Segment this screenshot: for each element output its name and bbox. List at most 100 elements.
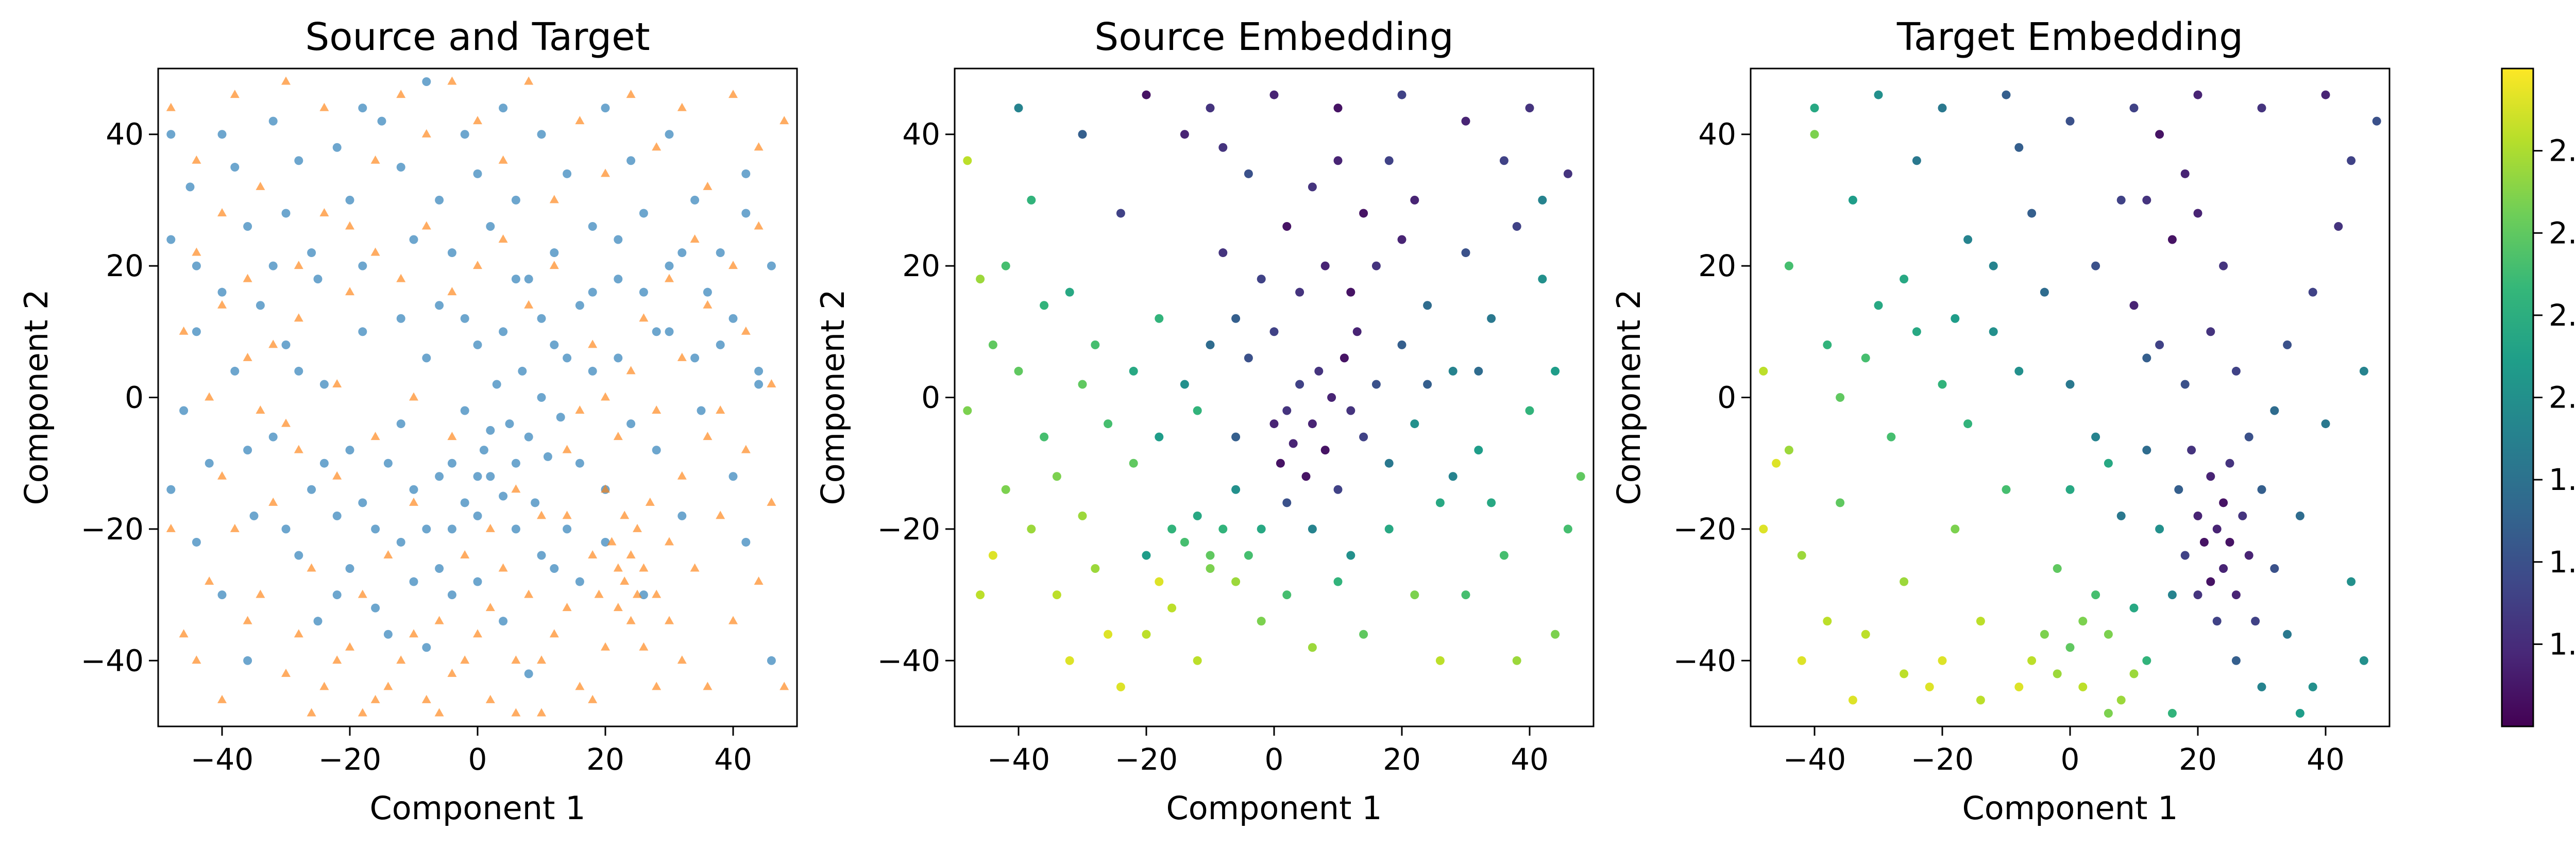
colorbar-tick-label: 2.50 xyxy=(2549,215,2576,250)
scatter-point xyxy=(281,209,291,218)
scatter-point xyxy=(447,524,456,534)
scatter-point xyxy=(1295,287,1304,297)
scatter-point xyxy=(1206,340,1215,349)
scatter-point xyxy=(307,708,316,717)
scatter-point xyxy=(2065,380,2075,389)
scatter-point xyxy=(1040,301,1049,310)
scatter-point xyxy=(1269,90,1279,99)
scatter-point xyxy=(613,603,623,612)
scatter-point xyxy=(1231,577,1241,586)
scatter-point xyxy=(421,694,431,703)
scatter-point xyxy=(1371,380,1381,389)
scatter-point xyxy=(601,104,610,113)
scatter-point xyxy=(230,90,240,98)
scatter-point xyxy=(2091,261,2100,270)
scatter-point xyxy=(1848,195,1857,205)
scatter-point xyxy=(217,590,227,600)
scatter-point xyxy=(575,405,585,414)
scatter-point xyxy=(1784,261,1793,270)
scatter-point xyxy=(435,195,444,205)
scatter-point xyxy=(562,603,572,612)
scatter-point xyxy=(633,523,642,532)
scatter-point xyxy=(460,498,469,507)
scatter-point xyxy=(703,300,713,309)
scatter-point xyxy=(396,274,406,282)
scatter-point xyxy=(976,275,985,284)
plot-frame xyxy=(1750,67,2391,727)
scatter-point xyxy=(677,511,687,520)
scatter-point xyxy=(1900,577,1909,586)
x-tick-label: 40 xyxy=(1511,742,1549,777)
scatter-point xyxy=(1314,366,1324,376)
scatter-point xyxy=(1301,472,1311,481)
scatter-point xyxy=(639,642,649,651)
scatter-point xyxy=(754,366,764,376)
scatter-point xyxy=(2270,406,2279,415)
scatter-point xyxy=(1963,235,1973,244)
scatter-point xyxy=(1461,590,1470,600)
scatter-point xyxy=(1040,432,1049,442)
scatter-point xyxy=(1384,524,1394,534)
y-axis-label: Component 2 xyxy=(1610,289,1648,505)
scatter-point xyxy=(690,234,700,243)
scatter-point xyxy=(1269,419,1279,429)
scatter-point xyxy=(2219,564,2228,573)
scatter-point xyxy=(2193,209,2202,218)
scatter-point xyxy=(988,551,997,560)
scatter-point xyxy=(779,116,789,125)
scatter-point xyxy=(2129,104,2139,113)
scatter-point xyxy=(1976,617,1985,626)
scatter-point xyxy=(1193,656,1202,665)
scatter-point xyxy=(1759,524,1768,534)
scatter-point xyxy=(1155,577,1164,586)
scatter-point xyxy=(1282,498,1292,507)
scatter-point xyxy=(754,576,764,585)
panel-source-and-target: Source and Target −40 −20 0 20 40 −40 −20 0 20 4… xyxy=(18,15,798,827)
y-ticks: −40 −20 0 20 40 xyxy=(1673,117,1751,678)
scatter-point xyxy=(294,551,303,560)
scatter-point xyxy=(2372,116,2381,126)
scatter-point xyxy=(179,629,189,638)
scatter-point xyxy=(447,248,456,258)
scatter-point xyxy=(614,275,623,284)
scatter-point xyxy=(531,498,540,507)
scatter-point xyxy=(1823,340,1832,349)
scatter-point xyxy=(2091,432,2100,442)
y-tick-label: 20 xyxy=(902,248,940,283)
scatter-point xyxy=(1116,209,1125,218)
scatter-point xyxy=(1461,248,1470,258)
scatter-point xyxy=(652,446,661,455)
scatter-points xyxy=(1759,90,2381,718)
scatter-point xyxy=(2212,524,2222,534)
scatter-point xyxy=(2321,90,2330,99)
scatter-point xyxy=(1810,130,1819,139)
scatter-point xyxy=(447,287,457,296)
scatter-point xyxy=(243,656,252,665)
scatter-point xyxy=(2308,287,2317,297)
y-tick-label: 0 xyxy=(1717,380,1736,415)
scatter-point xyxy=(1836,393,1845,402)
scatter-point xyxy=(230,163,240,172)
scatter-point xyxy=(1448,366,1458,376)
y-tick-label: −40 xyxy=(81,643,144,678)
scatter-point xyxy=(447,459,456,468)
colorbar-tick-label: 1.50 xyxy=(2549,545,2576,580)
scatter-point xyxy=(217,300,227,309)
scatter-point xyxy=(192,247,201,256)
scatter-point xyxy=(422,77,431,87)
x-tick-label: 0 xyxy=(2061,742,2080,777)
scatter-point xyxy=(549,261,559,269)
scatter-point xyxy=(473,472,482,481)
scatter-point xyxy=(767,656,776,665)
scatter-point xyxy=(2129,603,2139,613)
scatter-point xyxy=(1091,340,1100,349)
scatter-point xyxy=(205,392,214,401)
scatter-point xyxy=(243,352,252,361)
scatter-point xyxy=(1512,222,1521,231)
scatter-point xyxy=(396,419,405,429)
scatter-point xyxy=(1797,656,1806,665)
scatter-point xyxy=(2065,485,2075,494)
scatter-point xyxy=(166,130,176,139)
scatter-point xyxy=(1257,524,1266,534)
scatter-point xyxy=(588,366,597,376)
